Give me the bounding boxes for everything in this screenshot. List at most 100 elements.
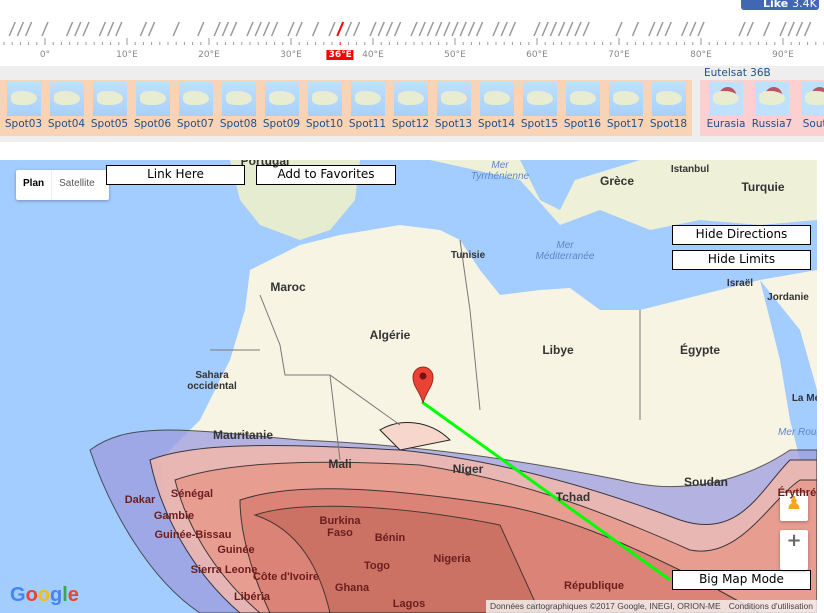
map-label-grece: Grèce (599, 174, 635, 188)
beam-thumbnail (178, 82, 213, 116)
longitude-label: 36°E (326, 50, 354, 60)
satellite-tick (664, 21, 672, 37)
satellite-tick (574, 21, 582, 37)
satellite-tick (648, 21, 656, 37)
map-label-istanbul: Istanbul (670, 164, 710, 175)
satellite-tick (385, 21, 394, 37)
satellite-tick (557, 21, 566, 37)
spot-beam-item[interactable]: Spot17 (604, 82, 647, 130)
terms-link[interactable]: Conditions d'utilisation (728, 601, 813, 611)
satellite-name: Eutelsat 36B (704, 67, 771, 79)
satellite-tick (549, 21, 558, 37)
satellite-tick (295, 21, 303, 37)
map-label-tchad: Tchad (555, 490, 591, 504)
facebook-like-button[interactable]: Like 3.4K (741, 0, 819, 10)
beam-thumbnail (307, 82, 342, 116)
map-label-liberia: Libéria (233, 591, 271, 603)
satellite-tick (443, 21, 451, 37)
big-map-mode-button[interactable]: Big Map Mode (672, 570, 811, 590)
spot-beam-item[interactable]: Spot10 (303, 82, 346, 130)
satellite-tick (779, 21, 787, 37)
spot-beam-item[interactable]: Spot05 (88, 82, 131, 130)
beam-thumbnail (801, 82, 824, 116)
map-label-ghana: Ghana (334, 582, 370, 594)
beam-thumbnail (651, 82, 686, 116)
hide-limits-button[interactable]: Hide Limits (672, 250, 811, 270)
street-view-pegman-icon[interactable]: ♟ (780, 493, 808, 521)
spot-beam-item[interactable]: Spot09 (260, 82, 303, 130)
satellite-tick (336, 21, 345, 37)
longitude-label: 20°E (198, 50, 220, 60)
satellite-tick (566, 21, 574, 37)
spot-beam-item[interactable]: Spot11 (346, 82, 389, 130)
satellite-beam-item[interactable]: Eurasia (703, 82, 749, 130)
spot-beam-item[interactable]: Spot07 (174, 82, 217, 130)
satellite-tick (434, 21, 443, 37)
map-label-lagos: Lagos (392, 598, 426, 610)
satellite-tick (533, 21, 541, 37)
spot-beam-item[interactable]: Spot15 (518, 82, 561, 130)
satellite-tick (508, 21, 517, 37)
google-logo: Google (10, 584, 79, 606)
longitude-label: 90°E (772, 50, 794, 60)
orbit-ruler[interactable]: 0° 10°E 20°E 30°E 36°E 40°E 50°E 60°E 70°E 80°E 90… (0, 0, 824, 66)
beam-thumbnail (221, 82, 256, 116)
location-marker-icon[interactable] (412, 365, 434, 405)
map-label-republique: République (564, 580, 624, 592)
satellite-tick (115, 21, 123, 37)
spot-beam-item[interactable]: Spot16 (561, 82, 604, 130)
map-label-togo: Togo (363, 560, 391, 572)
satellite-beam-item[interactable]: South (795, 82, 824, 130)
satellite-tick (418, 21, 426, 37)
zoom-in-button[interactable]: + (780, 530, 808, 570)
link-here-button[interactable]: Link Here (106, 165, 245, 185)
satellite-tick (803, 21, 812, 37)
satellite-tick (98, 21, 107, 37)
spot-beam-item[interactable]: Spot03 (2, 82, 45, 130)
map-type-satellite[interactable]: Satellite (51, 170, 102, 200)
map-label-mali: Mali (328, 457, 352, 471)
map-label-guinee: Guinée (217, 544, 255, 556)
satellite-tick (8, 21, 16, 37)
satellite-tick (795, 21, 804, 37)
spot-beam-item[interactable]: Spot06 (131, 82, 174, 130)
spot-beam-item[interactable]: Spot04 (45, 82, 88, 130)
map-label-sierra: Sierra Leone (190, 564, 258, 576)
spot-beam-item[interactable]: Spot13 (432, 82, 475, 130)
map-type-plan[interactable]: Plan (23, 178, 45, 189)
spot-beam-label: Spot15 (520, 118, 559, 130)
map-label-nigeria: Nigeria (433, 553, 471, 565)
spot-beam-item[interactable]: Spot08 (217, 82, 260, 130)
spot-beam-label: Spot10 (305, 118, 344, 130)
beam-thumbnail (709, 82, 743, 116)
satellite-tick (689, 21, 697, 37)
satellite-tick (492, 21, 500, 37)
longitude-label: 10°E (116, 50, 138, 60)
satellite-tick (787, 21, 795, 37)
longitude-label: 30°E (280, 50, 302, 60)
add-to-favorites-button[interactable]: Add to Favorites (256, 165, 396, 185)
satellite-tick (697, 21, 705, 37)
spot-beam-label: Spot08 (219, 118, 258, 130)
satellite-tick (451, 21, 459, 37)
spot-beam-item[interactable]: Spot12 (389, 82, 432, 130)
beam-thumbnail (522, 82, 557, 116)
satellite-tick (410, 21, 418, 37)
satellite-tick (221, 21, 230, 37)
spot-beam-item[interactable]: Spot14 (475, 82, 518, 130)
spot-beam-item[interactable]: Spot18 (647, 82, 690, 130)
coverage-map[interactable]: Plan Satellite Link Here Add to Favorite… (0, 160, 817, 613)
hide-directions-button[interactable]: Hide Directions (672, 225, 811, 245)
satellite-tick (172, 21, 180, 37)
satellite-tick (762, 21, 771, 37)
map-attribution: Données cartographiques ©2017 Google, IN… (486, 600, 817, 613)
spot-beam-label: Spot07 (176, 118, 215, 130)
map-label-erythree: Érythrée (777, 487, 817, 499)
map-label-benin: Bénin (374, 532, 406, 544)
satellite-beam-item[interactable]: Russia7 (749, 82, 795, 130)
spot-beam-label: Spot09 (262, 118, 301, 130)
map-label-jordanie: Jordanie (767, 292, 809, 303)
satellite-tick (106, 21, 115, 37)
satellite-beam-label: Russia7 (751, 118, 793, 130)
satellite-tick (746, 21, 754, 37)
